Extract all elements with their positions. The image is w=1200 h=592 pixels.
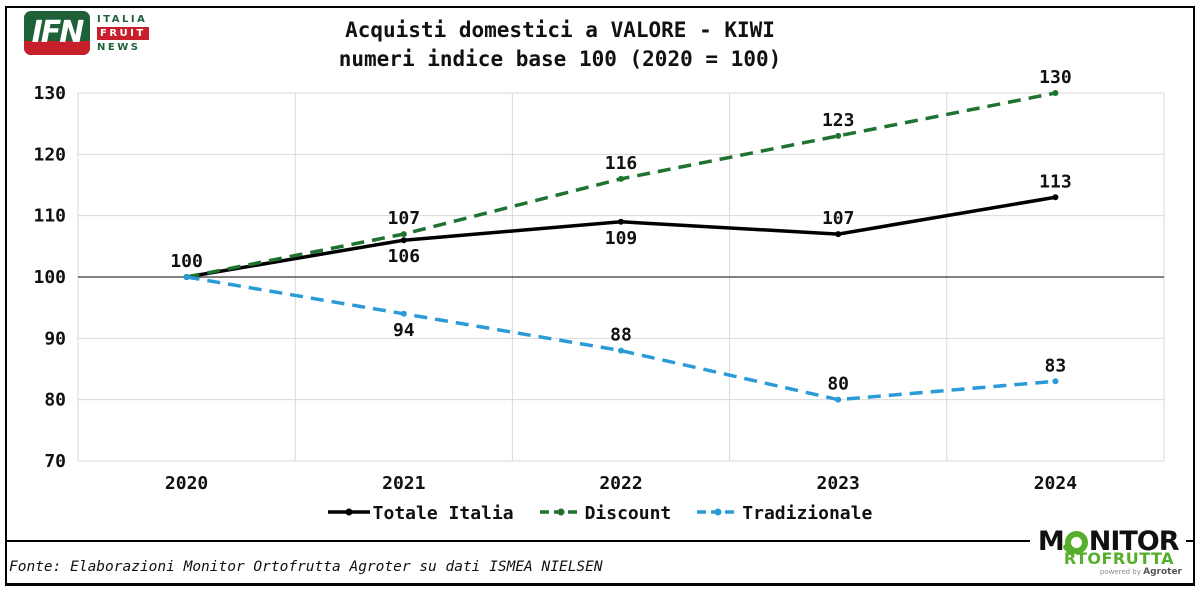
ifn-wordmark: ITALIA FRUIT NEWS	[97, 14, 149, 53]
legend-item-discount: Discount	[539, 503, 672, 524]
data-point-label-discount: 116	[605, 153, 638, 174]
y-axis-tick-label: 120	[33, 144, 66, 165]
monitor-wordmark-line2: RTOFRUTTA	[1063, 549, 1175, 568]
chart-title-line2: numeri indice base 100 (2020 = 100)	[338, 47, 782, 71]
legend-label-totale-italia: Totale Italia	[372, 503, 514, 524]
legend-item-totale-italia: Totale Italia	[327, 503, 514, 524]
y-axis-tick-label: 100	[33, 267, 66, 288]
data-point-totale-italia	[835, 231, 842, 238]
monitor-ortofrutta-logo: M NITOR RTOFRUTTA powered by Agroter	[1029, 526, 1186, 578]
data-point-discount	[1052, 90, 1059, 96]
ifn-red-stripe	[24, 41, 90, 55]
monitor-letters-nitor: NITOR	[1088, 526, 1180, 557]
data-point-label-totale-italia: 107	[822, 208, 855, 229]
data-point-label-totale-italia: 100	[170, 251, 203, 272]
data-point-label-discount: 130	[1039, 67, 1072, 88]
data-point-label-discount: 107	[388, 208, 421, 229]
legend-label-discount: Discount	[584, 503, 672, 524]
y-axis-tick-label: 130	[33, 83, 66, 104]
footer-separator-line	[5, 540, 1195, 542]
data-point-discount	[835, 132, 842, 139]
ifn-word-italia: ITALIA	[97, 13, 148, 25]
legend-line-icon	[697, 508, 740, 516]
legend-marker-discount	[539, 503, 582, 524]
data-point-discount	[618, 175, 624, 182]
data-point-totale-italia	[1052, 194, 1059, 201]
data-point-tradizionale	[618, 347, 624, 354]
data-point-tradizionale	[183, 274, 190, 280]
data-point-discount	[400, 231, 407, 238]
ifn-acronym: IFN	[31, 15, 85, 50]
data-point-label-totale-italia: 109	[605, 228, 638, 249]
powered-by-text: powered by	[1099, 568, 1141, 576]
data-point-tradizionale	[400, 310, 407, 317]
data-point-tradizionale	[835, 396, 842, 403]
legend-line-icon	[539, 508, 582, 516]
data-point-label-discount: 123	[822, 110, 855, 131]
legend-label-tradizionale: Tradizionale	[742, 503, 873, 524]
legend-marker-tradizionale	[697, 503, 740, 524]
x-axis-tick-label: 2024	[1034, 473, 1078, 494]
data-point-totale-italia	[400, 237, 407, 244]
magnifier-icon	[1061, 530, 1088, 557]
data-point-label-tradizionale: 80	[827, 374, 849, 395]
data-point-label-tradizionale: 94	[393, 320, 415, 341]
monitor-wordmark-line1: M NITOR	[1037, 526, 1182, 557]
y-axis-tick-label: 90	[44, 328, 66, 349]
source-note: Fonte: Elaborazioni Monitor Ortofrutta A…	[9, 559, 603, 575]
series-line-discount	[186, 91, 1056, 279]
chart-legend: Totale Italia Discount Tradizionale	[0, 503, 1200, 524]
x-axis-tick-label: 2020	[165, 473, 208, 494]
ifn-badge-icon: IFN	[24, 11, 90, 55]
legend-marker-totale-italia	[327, 503, 370, 524]
agroter-brand: Agroter	[1143, 567, 1182, 577]
italia-fruit-news-logo: IFN ITALIA FRUIT NEWS	[24, 11, 149, 55]
monitor-powered-by: powered by Agroter	[1099, 567, 1182, 577]
legend-line-icon	[327, 508, 370, 516]
data-point-tradizionale	[1052, 378, 1059, 385]
line-chart: 70 80 90 100 110 120 130 2020 2021 2022 2023 2024 10…	[33, 67, 1165, 494]
x-axis-tick-label: 2021	[382, 473, 425, 494]
data-point-label-totale-italia: 106	[388, 246, 421, 267]
y-axis-tick-label: 110	[33, 206, 66, 227]
data-point-label-tradizionale: 83	[1045, 355, 1067, 376]
x-axis-tick-label: 2022	[599, 473, 642, 494]
chart-title: Acquisti domestici a VALORE - KIWI numer…	[0, 16, 1120, 74]
series-line-tradizionale	[186, 275, 1056, 402]
legend-item-tradizionale: Tradizionale	[697, 503, 872, 524]
chart-title-line1: Acquisti domestici a VALORE - KIWI	[345, 18, 775, 42]
data-point-label-tradizionale: 88	[610, 325, 632, 346]
data-point-label-totale-italia: 113	[1039, 171, 1072, 192]
ifn-word-news: NEWS	[97, 41, 141, 53]
data-point-totale-italia	[618, 218, 624, 225]
monitor-letter-m: M	[1037, 526, 1065, 557]
ifn-word-fruit: FRUIT	[97, 26, 149, 40]
x-axis-tick-label: 2023	[817, 473, 860, 494]
y-axis-tick-label: 80	[44, 390, 66, 411]
y-axis-tick-label: 70	[44, 451, 66, 472]
